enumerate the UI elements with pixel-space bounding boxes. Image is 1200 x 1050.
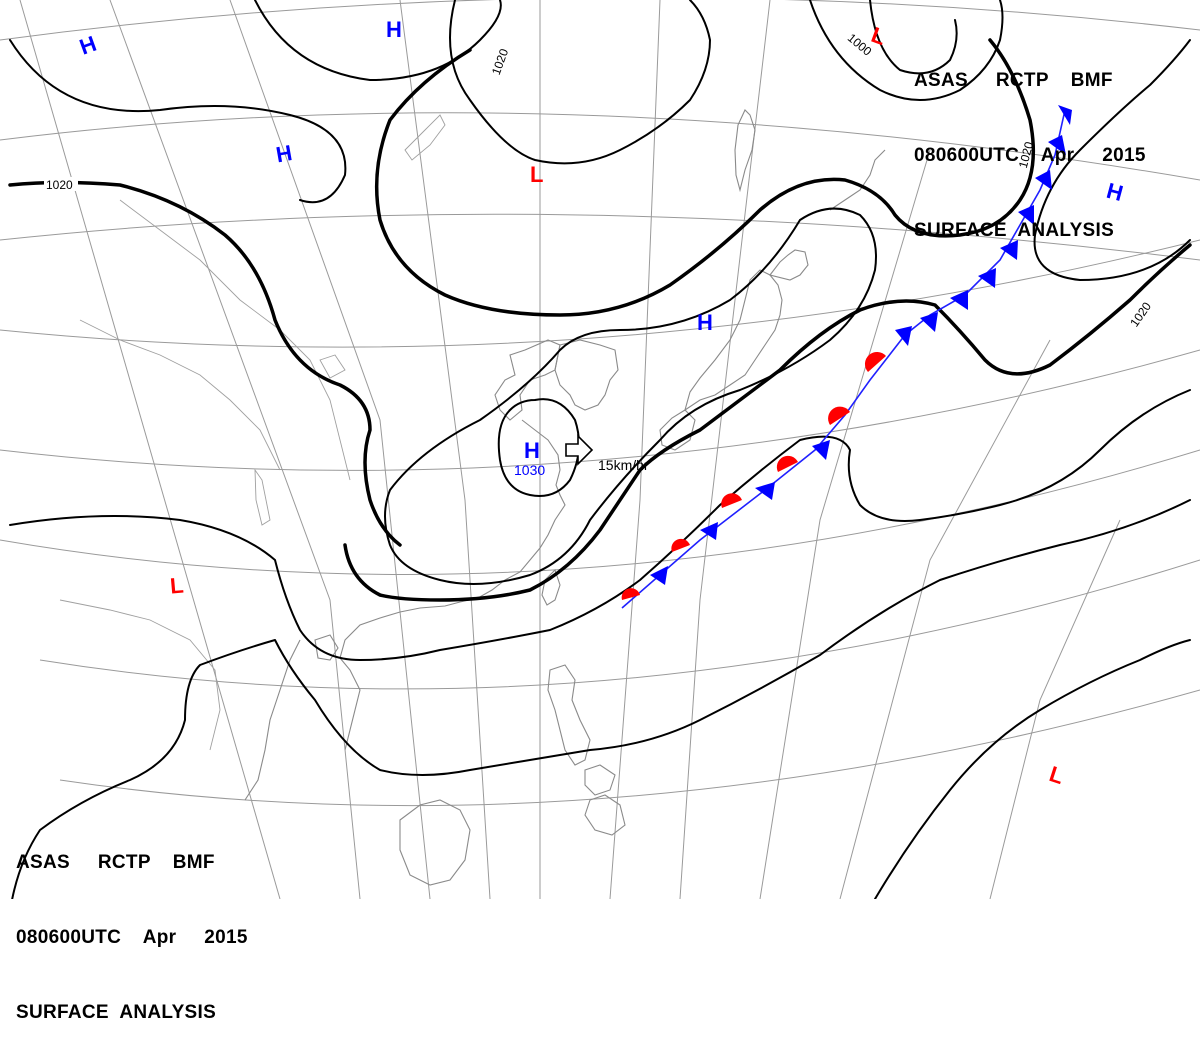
chart-header-top-right: ASAS RCTP BMF 080600UTC Apr 2015 SURFACE…	[914, 18, 1146, 268]
coastline-borneo	[399, 799, 471, 886]
coastline-luzon	[547, 664, 591, 766]
header-time-line: 080600UTC Apr 2015	[914, 145, 1146, 166]
meridian	[759, 149, 931, 899]
header-product-line: ASAS RCTP BMF	[16, 852, 215, 873]
warm-front-semicircles	[621, 351, 886, 600]
high-pressure-label: H	[697, 310, 713, 335]
isobar	[869, 0, 958, 75]
coastline-japan-kyushu	[659, 409, 696, 451]
parallel	[59, 689, 1200, 807]
isobar	[449, 0, 711, 165]
coastline-hainan	[314, 634, 339, 661]
coastline-japan-honshu	[684, 269, 783, 412]
header-product-line: ASAS RCTP BMF	[914, 70, 1113, 91]
isobar-label: 1020	[1016, 140, 1037, 170]
low-pressure-label: L	[530, 162, 543, 187]
meridian	[679, 0, 771, 899]
coastline-korea	[554, 339, 619, 411]
parallel	[0, 349, 1200, 471]
isobar-label: 1020	[46, 178, 73, 192]
movement-speed: 15km/hr	[598, 457, 649, 473]
meridian	[109, 0, 361, 899]
high-pressure-value: 1030	[514, 462, 545, 478]
coastline-sakhalin	[734, 109, 756, 193]
coastline-mindanao	[584, 794, 626, 836]
isobar	[9, 389, 1191, 661]
isobar	[497, 398, 580, 497]
isobars	[8, 0, 1192, 899]
isobar	[254, 0, 502, 81]
meridian	[609, 0, 661, 899]
coastline-vietnam	[244, 639, 301, 801]
graticule	[0, 0, 1200, 899]
isobar	[809, 0, 1004, 101]
coastline-north-china	[494, 339, 561, 421]
isobar	[8, 180, 402, 547]
parallel	[0, 213, 1200, 261]
coastline-hokkaido	[769, 249, 809, 281]
stationary-front	[621, 105, 1072, 609]
isobar	[384, 207, 877, 585]
arrow-outline-icon	[565, 434, 594, 466]
meridian	[399, 0, 491, 899]
movement-indicator: 15km/hr	[565, 434, 649, 473]
parallel	[0, 239, 1200, 348]
coastline-china-east	[339, 419, 566, 751]
header-title-line: SURFACE ANALYSIS	[16, 1002, 217, 1023]
parallel	[39, 559, 1200, 690]
low-pressure-label: L	[169, 573, 185, 599]
coastline-taiwan	[541, 568, 561, 606]
coastlines	[59, 109, 886, 886]
lake-baikal	[404, 114, 446, 161]
high-pressure-label: H	[386, 17, 402, 42]
meridian	[229, 0, 431, 899]
isobar	[11, 499, 1191, 899]
parallel	[0, 112, 1200, 181]
isobar	[343, 243, 1192, 602]
surface-analysis-map: H H H H H H L L L L 1030 1020 1020 1000 …	[0, 0, 1200, 899]
meridian	[839, 339, 1051, 899]
isobar	[374, 38, 1036, 317]
meridian	[989, 519, 1121, 899]
header-title-line: SURFACE ANALYSIS	[914, 220, 1115, 241]
high-pressure-label: H	[1104, 178, 1126, 206]
lake	[254, 468, 271, 526]
meridian	[19, 0, 281, 899]
cold-front-triangles	[650, 105, 1072, 585]
lake	[319, 354, 346, 379]
isobar	[1033, 39, 1191, 281]
parallel	[0, 0, 1200, 41]
isobar	[9, 39, 347, 204]
isobar	[874, 639, 1191, 899]
coastline-visayas	[584, 764, 616, 796]
border	[79, 319, 281, 471]
coastline-kamchatka-kurils	[829, 149, 886, 211]
header-time-line: 080600UTC Apr 2015	[16, 927, 248, 948]
high-pressure-label: H	[524, 438, 540, 463]
high-pressure-label: H	[274, 140, 294, 167]
chart-header-bottom-left: ASAS RCTP BMF 080600UTC Apr 2015 SURFACE…	[16, 800, 248, 1050]
border	[59, 599, 221, 751]
